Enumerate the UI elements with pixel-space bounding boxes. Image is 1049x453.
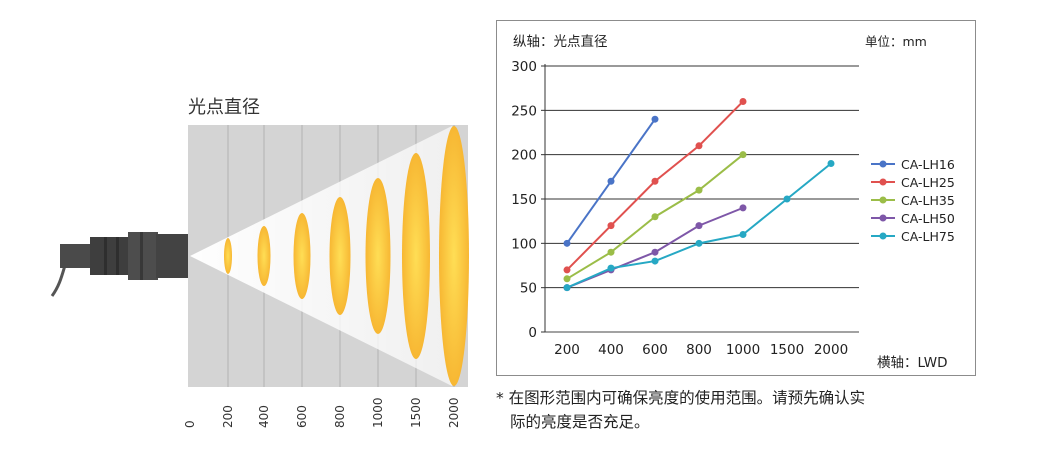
x-axis-label: 横轴：LWD xyxy=(877,355,948,371)
light-spot xyxy=(329,197,351,315)
grid-lines xyxy=(541,64,859,333)
distance-label: 800 xyxy=(333,405,347,428)
legend-swatch-marker xyxy=(879,214,887,222)
data-point xyxy=(651,213,659,221)
legend: CA-LH16 CA-LH25 CA-LH35 CA-LH50 CA-LH75 xyxy=(871,157,955,244)
y-tick-label: 100 xyxy=(511,236,537,252)
distance-label: 1000 xyxy=(371,397,385,428)
distance-label: 200 xyxy=(221,405,235,428)
data-point xyxy=(783,195,791,203)
legend-swatch-marker xyxy=(879,160,887,168)
sensor-head xyxy=(50,232,188,297)
data-point xyxy=(739,97,747,105)
legend-swatch-marker xyxy=(879,196,887,204)
data-point xyxy=(739,151,747,159)
legend-label: CA-LH35 xyxy=(901,193,955,208)
line-chart: 纵轴：光点直径 单位：mm 横轴：LWD 050100150200250300 … xyxy=(511,34,955,371)
distance-labels: 0 200 400 600 800 1000 1500 2000 xyxy=(183,397,461,428)
footnote-line-2: 际的亮度是否充足。 xyxy=(510,413,650,431)
data-point xyxy=(607,222,615,230)
x-tick-label: 2000 xyxy=(814,342,848,358)
legend-label: CA-LH75 xyxy=(901,229,955,244)
footnote: * 在图形范围内可确保亮度的使用范围。请预先确认实 际的亮度是否充足。 xyxy=(496,386,996,434)
data-point xyxy=(563,266,571,274)
distance-label: 400 xyxy=(257,405,271,428)
chart-panel: 纵轴：光点直径 单位：mm 横轴：LWD 0 50 100 150 200 250 300 … xyxy=(496,20,976,376)
y-tick-label: 250 xyxy=(511,103,537,119)
y-tick-label: 200 xyxy=(511,148,537,164)
legend-label: CA-LH16 xyxy=(901,157,955,172)
illustration-title: 光点直径 xyxy=(188,97,260,118)
y-tick-label: 50 xyxy=(520,281,537,297)
x-tick-label: 1500 xyxy=(770,342,804,358)
data-point xyxy=(607,177,615,185)
unit-label: 单位：mm xyxy=(865,34,927,49)
x-tick-label: 1000 xyxy=(726,342,760,358)
light-beam xyxy=(190,126,452,386)
x-tick-label: 400 xyxy=(598,342,624,358)
light-spot xyxy=(293,213,311,299)
data-point xyxy=(827,160,835,168)
footnote-line-1: * 在图形范围内可确保亮度的使用范围。请预先确认实 xyxy=(496,389,866,407)
data-point xyxy=(607,248,615,256)
legend-label: CA-LH25 xyxy=(901,175,955,190)
data-point xyxy=(695,186,703,194)
data-point xyxy=(607,264,615,272)
series-lines xyxy=(563,97,835,292)
light-spot xyxy=(439,126,469,386)
distance-label: 0 xyxy=(183,420,197,428)
x-tick-label: 600 xyxy=(642,342,668,358)
y-tick-label: 150 xyxy=(511,192,537,208)
x-tick-label: 800 xyxy=(686,342,712,358)
data-point xyxy=(651,257,659,265)
x-tick-labels: 200 400 600 800 1000 1500 2000 xyxy=(554,342,848,358)
data-point xyxy=(695,239,703,247)
series-line xyxy=(566,100,744,271)
data-point xyxy=(651,115,659,123)
data-point xyxy=(739,204,747,212)
light-spot xyxy=(402,153,430,359)
y-tick-label: 0 xyxy=(528,325,537,341)
data-point xyxy=(739,230,747,238)
legend-swatch-marker xyxy=(879,178,887,186)
data-point xyxy=(563,284,571,292)
distance-label: 2000 xyxy=(447,397,461,428)
data-point xyxy=(651,248,659,256)
light-spot xyxy=(365,178,391,334)
data-point xyxy=(563,239,571,247)
distance-label: 600 xyxy=(295,405,309,428)
x-tick-label: 200 xyxy=(554,342,580,358)
data-point xyxy=(651,177,659,185)
y-tick-label: 300 xyxy=(511,59,537,75)
light-spot xyxy=(257,226,271,286)
data-point xyxy=(695,142,703,150)
legend-swatch-marker xyxy=(879,232,887,240)
distance-label: 1500 xyxy=(409,397,423,428)
y-axis-label: 纵轴：光点直径 xyxy=(513,34,608,50)
y-tick-labels: 0 50 100 150 200 250 300 xyxy=(511,59,537,341)
light-spots xyxy=(224,126,469,386)
data-point xyxy=(695,222,703,230)
light-spot-illustration: 光点直径 0 200 400 600 800 1000 1500 2000 xyxy=(50,97,469,428)
data-point xyxy=(563,275,571,283)
legend-label: CA-LH50 xyxy=(901,211,955,226)
light-spot xyxy=(224,238,232,274)
